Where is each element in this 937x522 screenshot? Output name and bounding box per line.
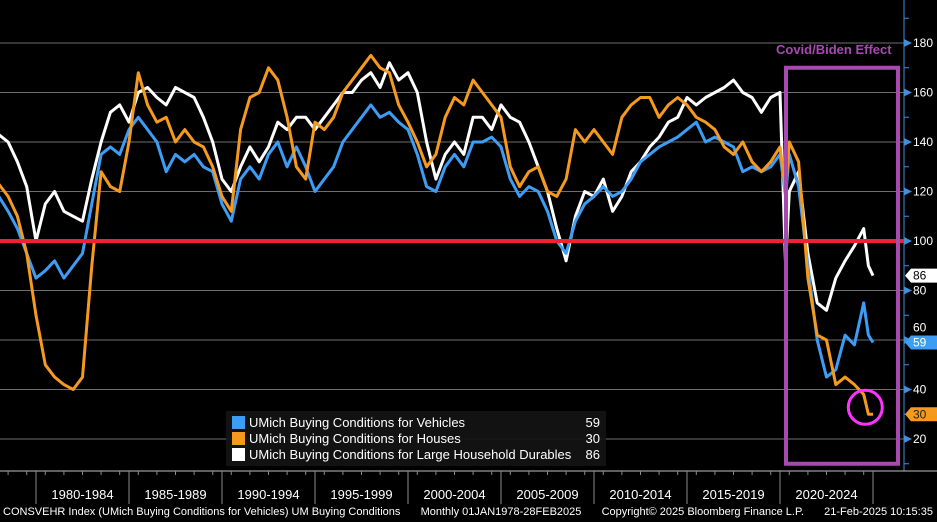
legend-swatch-durables bbox=[232, 447, 245, 461]
y-tick-label: 100 bbox=[913, 234, 933, 248]
y-tick-marker bbox=[904, 286, 912, 295]
last-value-label: 59 bbox=[913, 335, 927, 349]
y-tick-label: 120 bbox=[913, 185, 933, 199]
footer-index: CONSVEHR Index (UMich Buying Conditions … bbox=[3, 506, 401, 518]
last-value-tag-houses bbox=[905, 407, 937, 422]
y-tick-label: 160 bbox=[913, 86, 933, 100]
y-tick-marker bbox=[904, 138, 912, 146]
legend: UMich Buying Conditions for Vehicles 59 … bbox=[226, 411, 606, 466]
y-tick-label: 180 bbox=[913, 36, 933, 50]
x-tick-label: 2005-2009 bbox=[516, 487, 578, 502]
covid-annotation-label: Covid/Biden Effect bbox=[776, 42, 892, 57]
footer: CONSVEHR Index (UMich Buying Conditions … bbox=[3, 506, 933, 519]
x-tick-label: 1990-1994 bbox=[237, 487, 299, 502]
x-tick-label: 2010-2014 bbox=[609, 487, 671, 502]
x-tick-label: 2020-2024 bbox=[795, 487, 857, 502]
last-value-tag-durables bbox=[905, 268, 937, 283]
y-tick-label: 140 bbox=[913, 135, 933, 149]
legend-label: UMich Buying Conditions for Vehicles bbox=[249, 414, 466, 430]
series-line-houses bbox=[0, 53, 873, 416]
footer-frequency: Monthly 01JAN1978-28FEB2025 bbox=[420, 506, 582, 518]
series-line-durables bbox=[0, 61, 875, 312]
legend-swatch-houses bbox=[232, 431, 245, 445]
series-lines bbox=[0, 53, 875, 416]
y-tick-label: 40 bbox=[913, 383, 927, 397]
legend-value: 59 bbox=[585, 414, 600, 430]
last-value-tag-vehicles bbox=[905, 335, 937, 350]
legend-value: 30 bbox=[585, 430, 600, 446]
x-tick-label: 1985-1989 bbox=[144, 487, 206, 502]
last-value-label: 30 bbox=[913, 407, 927, 421]
axes: 20 40 60 80 100 120 140 160 180 1980-1984 1985-198… bbox=[0, 0, 937, 504]
y-tick-marker bbox=[904, 435, 912, 443]
last-value-label: 86 bbox=[913, 269, 927, 283]
x-tick-label: 1995-1999 bbox=[330, 487, 392, 502]
legend-swatch-vehicles bbox=[232, 415, 245, 429]
legend-value: 86 bbox=[585, 446, 600, 462]
x-tick-label: 1980-1984 bbox=[51, 487, 113, 502]
legend-item-houses[interactable]: UMich Buying Conditions for Houses 30 bbox=[226, 430, 606, 446]
y-tick-marker bbox=[904, 237, 912, 245]
y-tick-marker bbox=[904, 187, 912, 196]
footer-timestamp: 21-Feb-2025 10:15:35 bbox=[824, 506, 933, 518]
legend-label: UMich Buying Conditions for Houses bbox=[249, 430, 461, 446]
legend-item-vehicles[interactable]: UMich Buying Conditions for Vehicles 59 bbox=[226, 414, 606, 430]
legend-label: UMich Buying Conditions for Large Househ… bbox=[249, 446, 572, 462]
covid-annotation-box bbox=[784, 65, 900, 466]
x-tick-label: 2000-2004 bbox=[423, 487, 485, 502]
y-tick-marker bbox=[904, 88, 912, 97]
series-line-vehicles bbox=[0, 103, 875, 379]
highlight-circle bbox=[846, 388, 884, 426]
y-tick-marker bbox=[904, 39, 912, 47]
y-tick-marker bbox=[904, 385, 912, 394]
x-tick-label: 2015-2019 bbox=[702, 487, 764, 502]
y-tick-label: 80 bbox=[913, 284, 927, 298]
y-tick-label: 20 bbox=[913, 432, 927, 446]
footer-copyright: Copyright© 2025 Bloomberg Finance L.P. bbox=[601, 506, 804, 518]
legend-item-durables[interactable]: UMich Buying Conditions for Large Househ… bbox=[226, 446, 606, 462]
y-tick-label: 60 bbox=[913, 320, 927, 334]
